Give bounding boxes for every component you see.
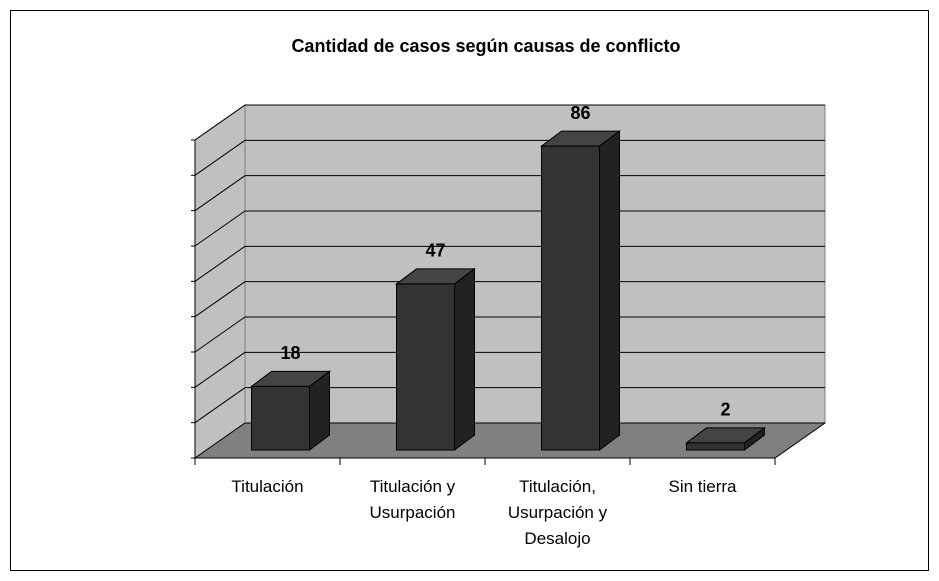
data-label: 47: [425, 241, 445, 261]
x-tick-label: Sin tierra: [668, 477, 737, 496]
side-grid-line: [194, 422, 246, 459]
side-grid-line: [194, 245, 246, 282]
side-grid-line: [194, 387, 246, 424]
bar: [541, 145, 600, 451]
data-label: 86: [570, 103, 590, 123]
bar: [686, 442, 745, 451]
data-label: 18: [280, 343, 300, 363]
data-label: 2: [720, 400, 730, 420]
x-tick-label: Titulación: [231, 477, 304, 496]
side-grid-line: [194, 139, 246, 176]
side-grid-line: [194, 175, 246, 212]
x-axis: [195, 422, 826, 459]
side-grid-line: [194, 316, 246, 353]
side-grid-line: [194, 210, 246, 247]
side-grid-line: [194, 351, 246, 388]
chart-title: Cantidad de casos según causas de confli…: [291, 36, 680, 56]
side-grid-line: [194, 281, 246, 318]
x-tick-label: Titulación, Usurpación y Desalojo: [507, 477, 608, 548]
back-wall: [244, 104, 826, 424]
x-tick-label: Titulación y Usurpación: [369, 477, 456, 522]
side-grid-line: [194, 104, 246, 141]
bar-side: [599, 130, 620, 451]
bar-side: [454, 267, 475, 451]
bar: [396, 283, 455, 451]
bar: [251, 385, 310, 451]
